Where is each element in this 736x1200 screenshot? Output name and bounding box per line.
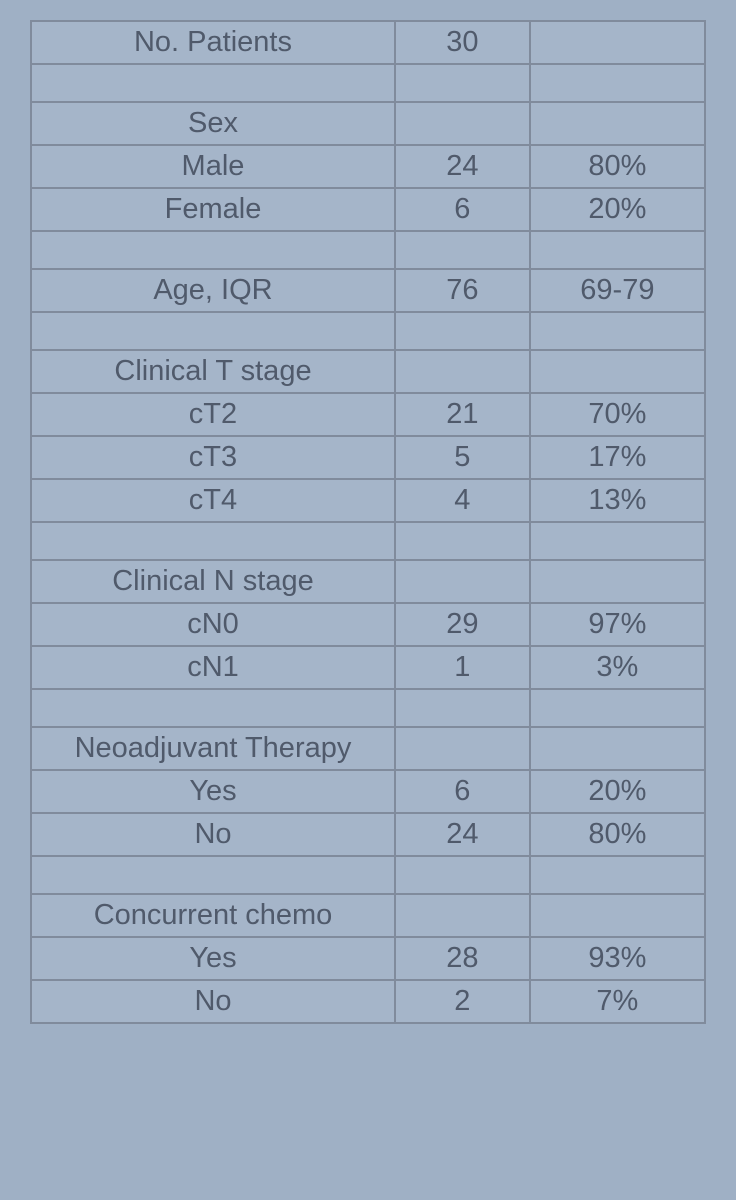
table-cell: Male: [31, 145, 395, 188]
table-cell: 2: [395, 980, 530, 1023]
table-row: Clinical T stage: [31, 350, 705, 393]
table-cell: 13%: [530, 479, 705, 522]
table-row: No2480%: [31, 813, 705, 856]
table-cell: Concurrent chemo: [31, 894, 395, 937]
table-row: [31, 856, 705, 894]
table-cell: Clinical N stage: [31, 560, 395, 603]
table-row: Male2480%: [31, 145, 705, 188]
table-row: [31, 64, 705, 102]
table-cell: 29: [395, 603, 530, 646]
table-cell: [395, 522, 530, 560]
patient-characteristics-table: No. Patients30SexMale2480%Female620%Age,…: [30, 20, 706, 1024]
table-cell: cN1: [31, 646, 395, 689]
table-cell: 76: [395, 269, 530, 312]
table-row: Age, IQR7669-79: [31, 269, 705, 312]
table-cell: [31, 689, 395, 727]
table-row: Sex: [31, 102, 705, 145]
table-cell: 21: [395, 393, 530, 436]
table-cell: Clinical T stage: [31, 350, 395, 393]
table-cell: [395, 856, 530, 894]
table-cell: Female: [31, 188, 395, 231]
table-row: [31, 522, 705, 560]
table-cell: 93%: [530, 937, 705, 980]
table-cell: 30: [395, 21, 530, 64]
table-cell: [395, 560, 530, 603]
table-cell: [395, 689, 530, 727]
table-cell: [530, 727, 705, 770]
table-row: No27%: [31, 980, 705, 1023]
table-cell: [530, 350, 705, 393]
table-row: Female620%: [31, 188, 705, 231]
table-cell: Age, IQR: [31, 269, 395, 312]
table-row: Yes620%: [31, 770, 705, 813]
table-cell: 69-79: [530, 269, 705, 312]
table-row: Clinical N stage: [31, 560, 705, 603]
table-cell: cT4: [31, 479, 395, 522]
table-cell: [395, 64, 530, 102]
table-cell: Yes: [31, 937, 395, 980]
table-body: No. Patients30SexMale2480%Female620%Age,…: [31, 21, 705, 1023]
table-cell: [530, 21, 705, 64]
table-row: [31, 689, 705, 727]
table-cell: [395, 727, 530, 770]
table-cell: 20%: [530, 188, 705, 231]
table-cell: No. Patients: [31, 21, 395, 64]
table-row: cT3517%: [31, 436, 705, 479]
table-cell: [530, 560, 705, 603]
table-cell: 80%: [530, 813, 705, 856]
table-cell: [530, 312, 705, 350]
table-cell: cT3: [31, 436, 395, 479]
table-cell: 5: [395, 436, 530, 479]
table-cell: [530, 522, 705, 560]
table-cell: Sex: [31, 102, 395, 145]
table-cell: 6: [395, 770, 530, 813]
table-cell: [530, 231, 705, 269]
table-cell: 24: [395, 145, 530, 188]
table-cell: 1: [395, 646, 530, 689]
table-row: cT4413%: [31, 479, 705, 522]
table-cell: [395, 894, 530, 937]
table-cell: [31, 856, 395, 894]
table-cell: [530, 894, 705, 937]
table-cell: 7%: [530, 980, 705, 1023]
table-cell: 6: [395, 188, 530, 231]
table-cell: 24: [395, 813, 530, 856]
table-cell: 20%: [530, 770, 705, 813]
table-cell: [530, 64, 705, 102]
table-cell: [395, 102, 530, 145]
table-cell: Yes: [31, 770, 395, 813]
table-cell: cN0: [31, 603, 395, 646]
table-row: [31, 231, 705, 269]
table-row: cT22170%: [31, 393, 705, 436]
table-cell: cT2: [31, 393, 395, 436]
table-cell: [395, 350, 530, 393]
table-row: Neoadjuvant Therapy: [31, 727, 705, 770]
table-cell: Neoadjuvant Therapy: [31, 727, 395, 770]
table-cell: 80%: [530, 145, 705, 188]
table-row: [31, 312, 705, 350]
table-cell: No: [31, 813, 395, 856]
table-cell: [530, 689, 705, 727]
table-cell: [530, 102, 705, 145]
table-cell: 3%: [530, 646, 705, 689]
table-cell: [31, 312, 395, 350]
table-cell: [31, 64, 395, 102]
table-cell: No: [31, 980, 395, 1023]
table-row: cN02997%: [31, 603, 705, 646]
table-cell: [31, 231, 395, 269]
table-cell: 28: [395, 937, 530, 980]
table-cell: 97%: [530, 603, 705, 646]
table-cell: 4: [395, 479, 530, 522]
table-cell: [395, 231, 530, 269]
table-row: cN113%: [31, 646, 705, 689]
table-cell: 17%: [530, 436, 705, 479]
table-row: Concurrent chemo: [31, 894, 705, 937]
table-cell: [395, 312, 530, 350]
table-cell: 70%: [530, 393, 705, 436]
table-row: No. Patients30: [31, 21, 705, 64]
table-cell: [530, 856, 705, 894]
table-cell: [31, 522, 395, 560]
table-row: Yes2893%: [31, 937, 705, 980]
